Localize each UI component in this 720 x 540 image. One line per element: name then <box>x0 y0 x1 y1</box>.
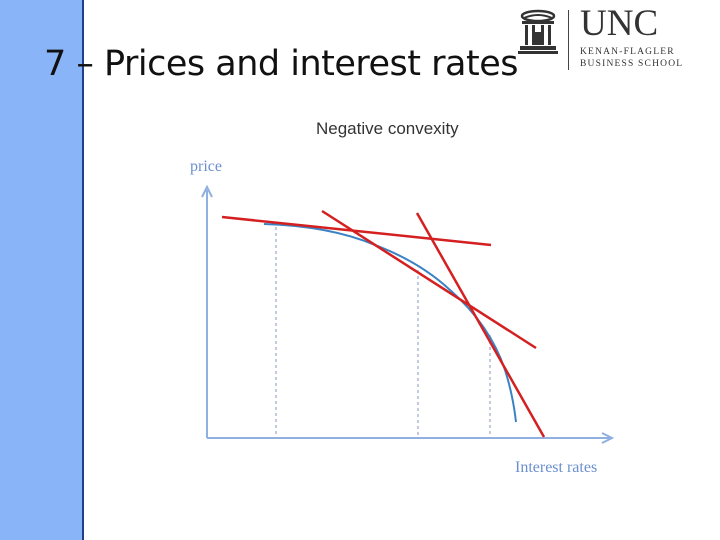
x-axis-label: Interest rates <box>515 459 597 476</box>
price-yield-curve <box>263 223 517 423</box>
tangent-line-3 <box>415 212 546 438</box>
unc-logo: UNC KENAN-FLAGLER BUSINESS SCHOOL <box>518 3 718 72</box>
logo-line-1: KENAN-FLAGLER <box>580 47 675 57</box>
y-axis-arrow-icon <box>201 184 213 198</box>
left-accent-bar <box>0 0 84 540</box>
logo-wordmark: UNC <box>580 3 659 44</box>
x-axis-arrow-icon <box>601 432 615 444</box>
tangent-line-1 <box>221 215 492 247</box>
old-well-logo-icon <box>518 9 558 54</box>
slide-title: 7 – Prices and interest rates <box>44 44 518 84</box>
y-axis-label: price <box>190 158 222 175</box>
logo-line-2: BUSINESS SCHOOL <box>580 59 684 69</box>
chart-title: Negative convexity <box>316 119 459 138</box>
logo-divider <box>568 10 569 70</box>
tangent-line-2 <box>321 209 537 350</box>
